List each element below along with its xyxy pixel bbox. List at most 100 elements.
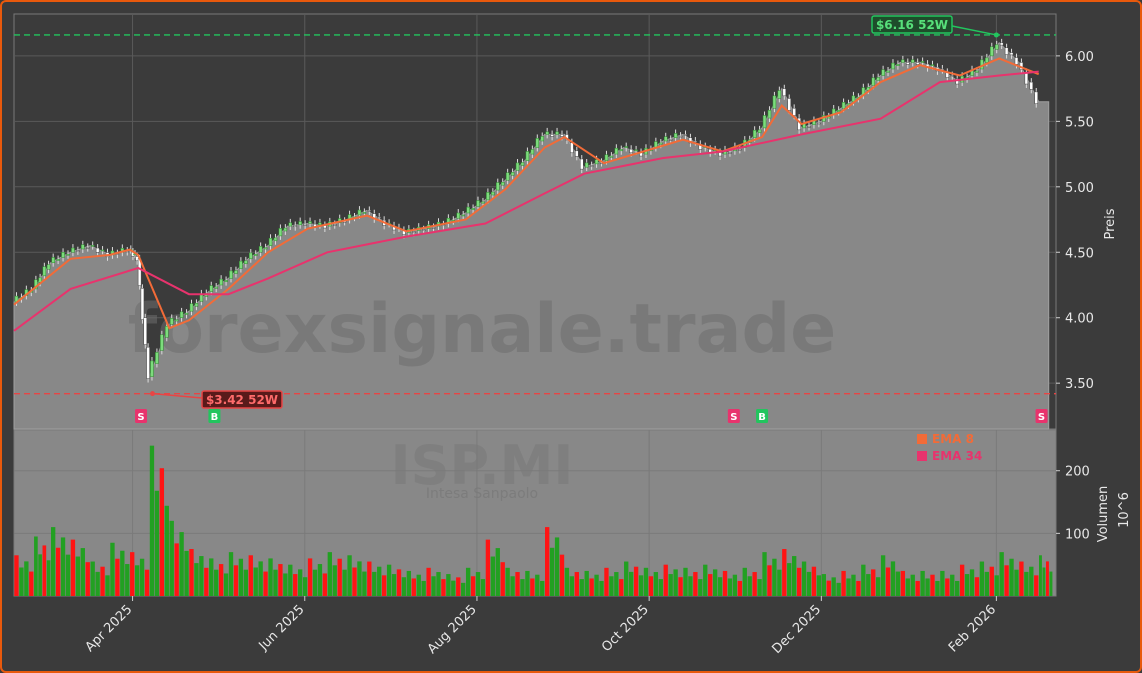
candle-body: [619, 149, 624, 152]
volume-bar: [614, 572, 619, 596]
candle-body: [496, 182, 500, 191]
candle-body: [268, 237, 273, 246]
candle-body: [836, 109, 841, 112]
candle-body: [787, 98, 791, 111]
candle-body: [214, 286, 218, 289]
volume-bar: [648, 576, 654, 596]
candle-body: [515, 162, 520, 171]
volume-bar: [989, 566, 994, 596]
volume-bar: [42, 545, 47, 596]
volume-bar: [238, 558, 244, 596]
volume-bar: [935, 580, 940, 596]
volume-bar: [703, 564, 708, 596]
volume-bar: [584, 570, 589, 596]
candle-body: [950, 75, 955, 77]
volume-bar: [411, 578, 416, 596]
candle-body: [520, 162, 525, 166]
volume-bar: [332, 565, 337, 596]
candle-body: [174, 319, 179, 322]
volume-bar: [456, 577, 461, 596]
volume-bar: [38, 554, 42, 596]
volume-bar: [1024, 571, 1029, 596]
candle-body: [545, 131, 549, 135]
candle-body: [634, 149, 638, 152]
candle-body: [906, 62, 910, 65]
volume-bar: [762, 552, 767, 596]
volume-bar: [500, 562, 505, 596]
candle-body: [1029, 81, 1034, 90]
volume-axis-label: Volumen: [1096, 486, 1111, 543]
low-52w-arrowhead: [149, 391, 155, 397]
candle-body: [589, 165, 594, 167]
candle-body: [792, 108, 796, 116]
volume-bar: [90, 561, 95, 596]
signal-label: B: [211, 412, 219, 423]
volume-bar: [964, 574, 970, 596]
candle-body: [817, 122, 821, 125]
candle-body: [1034, 91, 1038, 104]
volume-bar: [1029, 566, 1034, 596]
volume-bar: [930, 574, 935, 596]
price-tick-label: 3.50: [1065, 377, 1094, 392]
volume-bar: [164, 505, 169, 596]
volume-bar: [816, 575, 822, 596]
candle-body: [150, 360, 154, 377]
volume-bar: [801, 561, 807, 596]
candle-body: [481, 201, 485, 204]
volume-bar: [372, 571, 377, 596]
candle-body: [510, 172, 515, 176]
candle-body: [377, 216, 381, 219]
volume-bar: [792, 556, 797, 596]
candle-body: [56, 259, 60, 261]
volume-bar: [288, 564, 293, 596]
price-tick-label: 4.00: [1065, 312, 1094, 327]
volume-bar: [110, 542, 115, 596]
candle-body: [34, 279, 38, 290]
high-52w-arrowhead: [993, 32, 999, 38]
candle-body: [308, 221, 312, 224]
volume-bar: [495, 548, 500, 596]
volume-bar: [55, 547, 61, 596]
volume-bar: [194, 563, 199, 596]
volume-bar: [426, 567, 431, 596]
candle-body: [955, 78, 959, 85]
volume-bar: [535, 574, 540, 596]
candle-body: [298, 221, 302, 226]
candle-body: [85, 247, 90, 249]
volume-bar: [604, 567, 609, 596]
volume-bar: [658, 579, 663, 596]
volume-bar: [125, 564, 130, 596]
volume-bar: [836, 582, 841, 596]
volume-bar: [70, 539, 76, 596]
candle-body: [980, 59, 984, 70]
price-axis-label: Preis: [1103, 208, 1118, 239]
volume-bar: [327, 552, 332, 596]
candle-body: [841, 102, 846, 109]
ref-lines: $6.16 52W $3.42 52W: [14, 15, 1056, 409]
volume-bar: [569, 576, 575, 596]
volume-bar: [624, 561, 629, 596]
candle-body: [738, 148, 742, 151]
x-tick-label: Feb 2026: [946, 602, 999, 655]
volume-bar: [890, 561, 896, 596]
volume-bar: [900, 570, 906, 596]
volume-bar: [233, 565, 239, 596]
volume-bar: [199, 556, 204, 596]
volume-bar: [105, 575, 110, 596]
volume-bar: [925, 578, 930, 596]
price-tick-label: 4.50: [1065, 246, 1094, 261]
candle-body: [421, 229, 426, 231]
volume-bar: [871, 569, 876, 596]
volume-bar: [293, 574, 298, 596]
candle-body: [901, 59, 905, 63]
candle-body: [466, 206, 470, 214]
volume-bar: [589, 578, 594, 596]
candle-body: [663, 136, 668, 142]
volume-bar: [446, 574, 451, 596]
volume-bar: [673, 569, 678, 596]
candle-body: [367, 210, 372, 212]
low-52w-box: [201, 390, 283, 409]
candle-body: [486, 192, 490, 201]
candle-body: [1004, 47, 1009, 55]
